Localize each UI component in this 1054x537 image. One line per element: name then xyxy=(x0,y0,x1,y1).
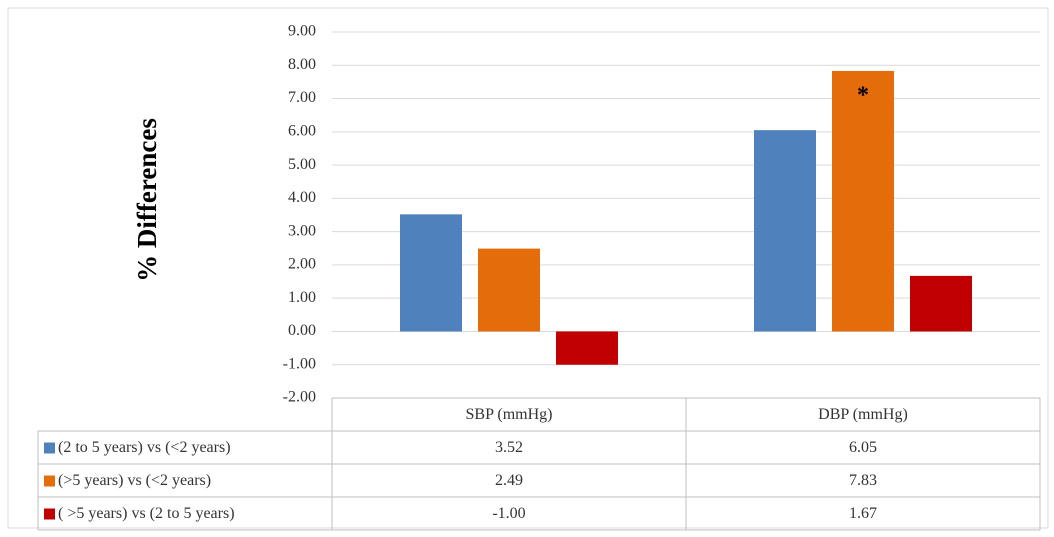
y-tick-label: 8.00 xyxy=(288,56,316,73)
y-tick-label: 9.00 xyxy=(288,23,316,40)
x-tick-label: DBP (mmHg) xyxy=(818,406,908,423)
y-tick-label: -1.00 xyxy=(283,355,316,372)
table-value: 1.67 xyxy=(849,505,877,522)
y-tick-label: -2.00 xyxy=(283,389,316,406)
y-tick-label: 1.00 xyxy=(288,289,316,306)
table-value: 3.52 xyxy=(495,439,523,456)
legend-swatch xyxy=(44,442,55,454)
legend-swatch xyxy=(44,475,55,487)
y-tick-label: 7.00 xyxy=(288,89,316,106)
bar xyxy=(832,70,894,332)
table-value: 6.05 xyxy=(849,439,877,456)
x-tick-label: SBP (mmHg) xyxy=(466,406,553,423)
y-tick-label: 3.00 xyxy=(288,222,316,239)
y-tick-label: 2.00 xyxy=(288,256,316,273)
y-tick-label: 0.00 xyxy=(288,322,316,339)
y-tick-label: 5.00 xyxy=(288,156,316,173)
y-tick-label: 6.00 xyxy=(288,122,316,139)
bar xyxy=(754,130,816,332)
bar xyxy=(556,331,618,365)
y-axis-title: % Differences xyxy=(132,118,162,282)
table-value: -1.00 xyxy=(492,505,525,522)
bar xyxy=(400,214,462,332)
bar xyxy=(910,275,972,332)
bar xyxy=(478,248,540,332)
legend-label: ( >5 years) vs (2 to 5 years) xyxy=(58,505,235,522)
legend-label: (>5 years) vs (<2 years) xyxy=(58,472,211,489)
legend-swatch xyxy=(44,508,55,520)
table-value: 2.49 xyxy=(495,472,523,489)
table-value: 7.83 xyxy=(849,472,877,489)
chart-border xyxy=(7,7,1049,529)
annotation: * xyxy=(857,82,869,108)
legend-label: (2 to 5 years) vs (<2 years) xyxy=(58,439,231,456)
y-tick-label: 4.00 xyxy=(288,189,316,206)
